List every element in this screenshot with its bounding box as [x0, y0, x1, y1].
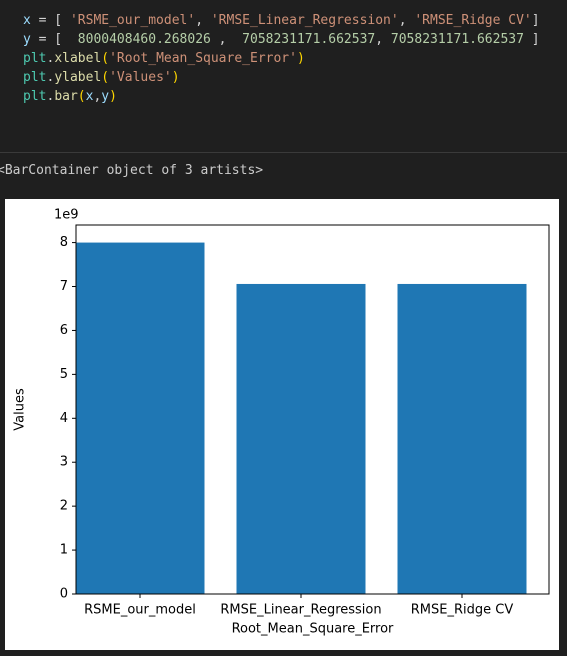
y-tick-label: 1 [60, 543, 68, 558]
code-token: , [93, 89, 102, 104]
code-token: 'RMSE_Ridge CV' [414, 13, 532, 28]
code-token: ( [101, 51, 110, 66]
code-token: 7058231171.662537 [390, 32, 524, 47]
bar [75, 242, 205, 595]
code-token: 7058231171.662537 [242, 32, 376, 47]
y-tick-label: 0 [60, 587, 68, 602]
code-token: y [23, 32, 31, 47]
y-offset-label: 1e9 [54, 208, 79, 223]
y-tick-label: 8 [60, 235, 68, 250]
y-tick-label: 6 [60, 323, 68, 338]
x-axis-label: Root_Mean_Square_Error [232, 622, 394, 637]
y-tick-label: 2 [60, 499, 68, 514]
code-token: , [398, 13, 415, 28]
code-token: . [46, 70, 55, 85]
bar [236, 283, 366, 594]
chart: 0 1 2 3 4 5 6 7 8 RSME_our_model RMSE_Linear_Regre… [5, 199, 559, 650]
code-token: bar [54, 89, 78, 104]
code-token: . [46, 89, 55, 104]
code-token: = [ [30, 32, 78, 47]
code-token: x [85, 89, 94, 104]
code-token: ( [101, 70, 110, 85]
code-line: plt.bar(x,y) [23, 89, 117, 104]
y-tick-label: 5 [60, 367, 68, 382]
code-line: plt.ylabel('Values') [23, 70, 180, 85]
code-token: = [ [30, 13, 70, 28]
x-tick-label: RMSE_Linear_Regression [220, 603, 381, 618]
code-token: plt [23, 89, 47, 104]
code-token: 'RMSE_Linear_Regression' [210, 13, 399, 28]
code-token: y [101, 89, 110, 104]
code-token: ( [77, 89, 86, 104]
y-tick-label: 3 [60, 455, 68, 470]
code-token: 'Root_Mean_Square_Error' [109, 51, 297, 66]
code-token: . [46, 51, 55, 66]
bar [397, 283, 527, 594]
code-line: plt.xlabel('Root_Mean_Square_Error') [23, 51, 305, 66]
code-token: , [210, 32, 243, 47]
code-token: , [375, 32, 391, 47]
y-axis-label: Values [13, 388, 28, 431]
code-token: ] [531, 13, 540, 28]
axes-frame [75, 224, 550, 595]
code-token: ) [171, 70, 180, 85]
code-line: y = [ 8000408460.268026 , 7058231171.662… [23, 32, 540, 47]
code-token: ylabel [54, 70, 102, 85]
code-token: xlabel [54, 51, 102, 66]
code-line: x = [ 'RSME_our_model', 'RMSE_Linear_Reg… [23, 13, 540, 28]
code-token: plt [23, 51, 47, 66]
output-text: <BarContainer object of 3 artists> [0, 163, 264, 178]
y-tick-label: 4 [60, 411, 68, 426]
code-token: ] [523, 32, 540, 47]
x-tick-label: RMSE_Ridge CV [411, 603, 514, 618]
code-token: plt [23, 70, 47, 85]
code-token: 'RSME_our_model' [69, 13, 196, 28]
x-tick-label: RSME_our_model [84, 603, 196, 618]
separator [0, 152, 567, 153]
code-token: 8000408460.268026 [77, 32, 211, 47]
code-token: 'Values' [109, 70, 172, 85]
code-token: ) [296, 51, 305, 66]
code-token: x [23, 13, 31, 28]
code-cell[interactable]: x = [ 'RSME_our_model', 'RMSE_Linear_Reg… [0, 0, 567, 140]
code-token: ) [109, 89, 117, 104]
y-tick-label: 7 [60, 279, 68, 294]
code-token: , [195, 13, 211, 28]
